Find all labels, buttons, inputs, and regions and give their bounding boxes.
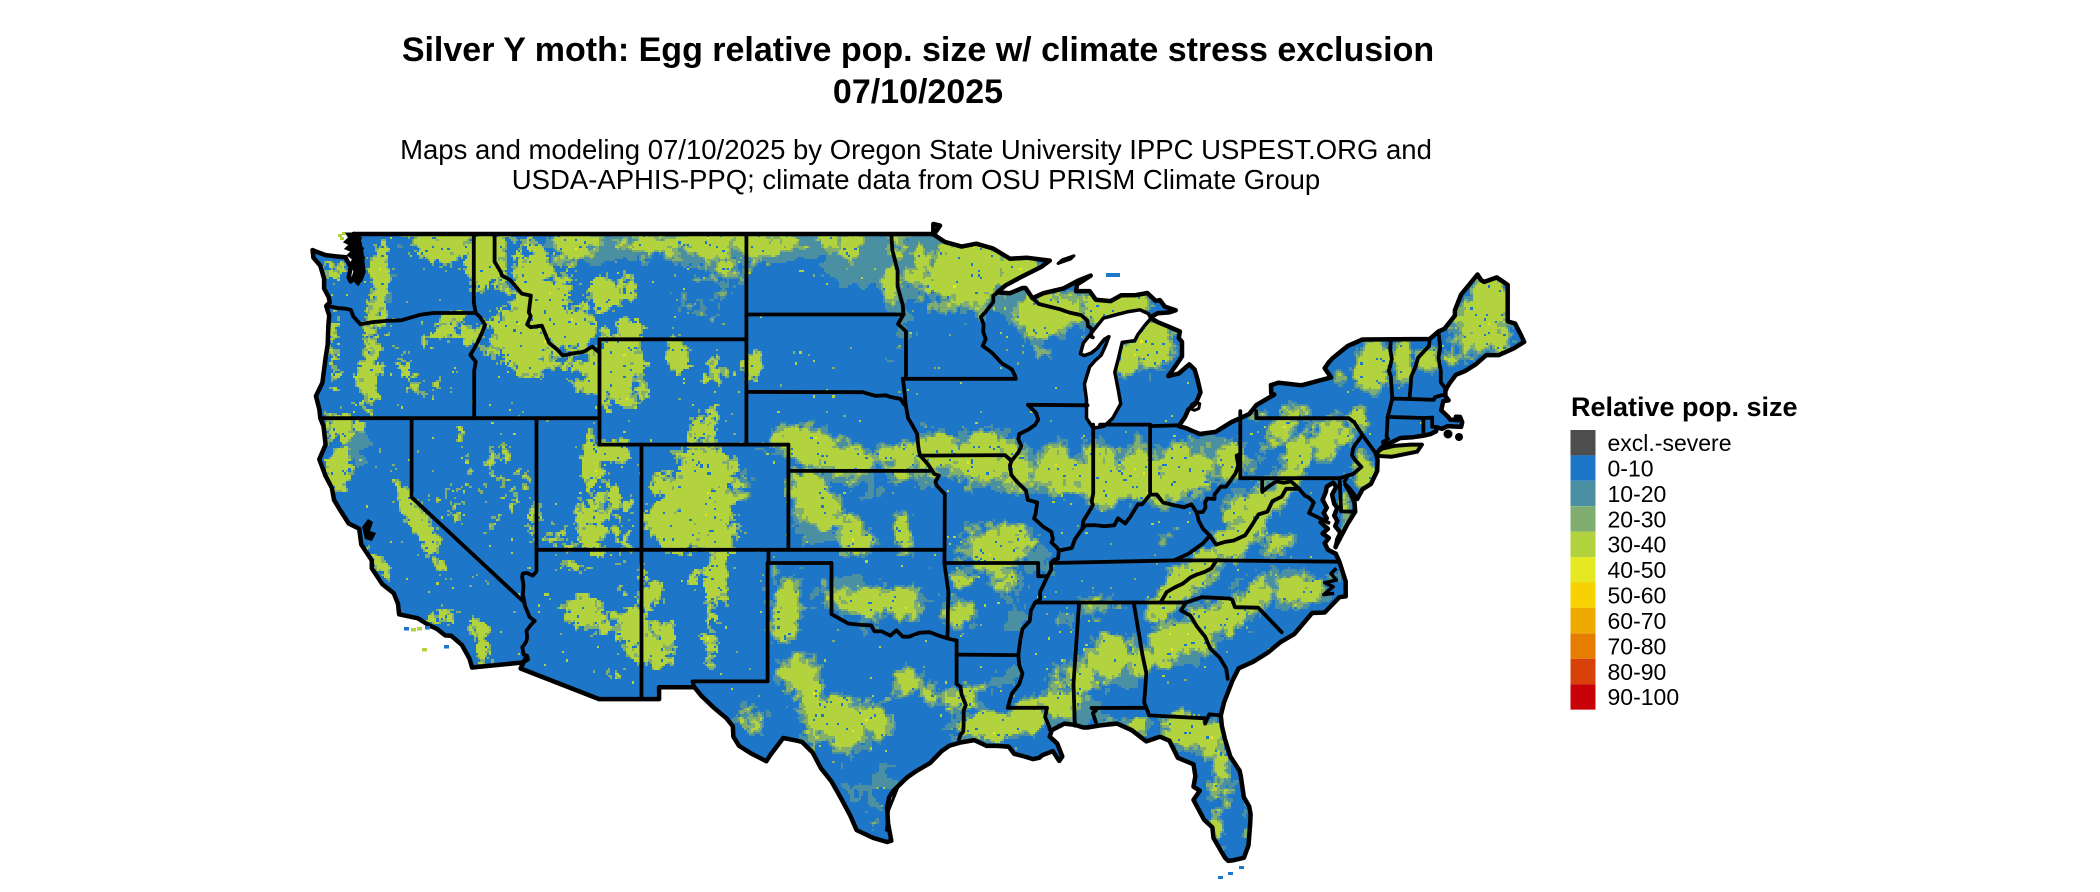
svg-text:Silver Y moth: Egg relative po: Silver Y moth: Egg relative pop. size w/…	[402, 31, 1434, 69]
svg-text:USDA-APHIS-PPQ; climate data f: USDA-APHIS-PPQ; climate data from OSU PR…	[512, 164, 1320, 195]
svg-text:0-10: 0-10	[1608, 455, 1654, 481]
svg-text:Relative pop. size: Relative pop. size	[1571, 392, 1798, 422]
svg-text:30-40: 30-40	[1608, 532, 1667, 558]
svg-text:50-60: 50-60	[1608, 583, 1667, 609]
svg-text:excl.-severe: excl.-severe	[1608, 430, 1732, 456]
svg-text:70-80: 70-80	[1608, 633, 1667, 659]
svg-text:07/10/2025: 07/10/2025	[833, 73, 1003, 111]
svg-text:20-30: 20-30	[1608, 506, 1667, 532]
svg-text:80-90: 80-90	[1608, 659, 1667, 685]
svg-text:Maps and modeling 07/10/2025 b: Maps and modeling 07/10/2025 by Oregon S…	[400, 134, 1432, 165]
svg-text:90-100: 90-100	[1608, 684, 1680, 710]
svg-text:10-20: 10-20	[1608, 481, 1667, 507]
svg-text:60-70: 60-70	[1608, 608, 1667, 634]
svg-text:40-50: 40-50	[1608, 557, 1667, 583]
